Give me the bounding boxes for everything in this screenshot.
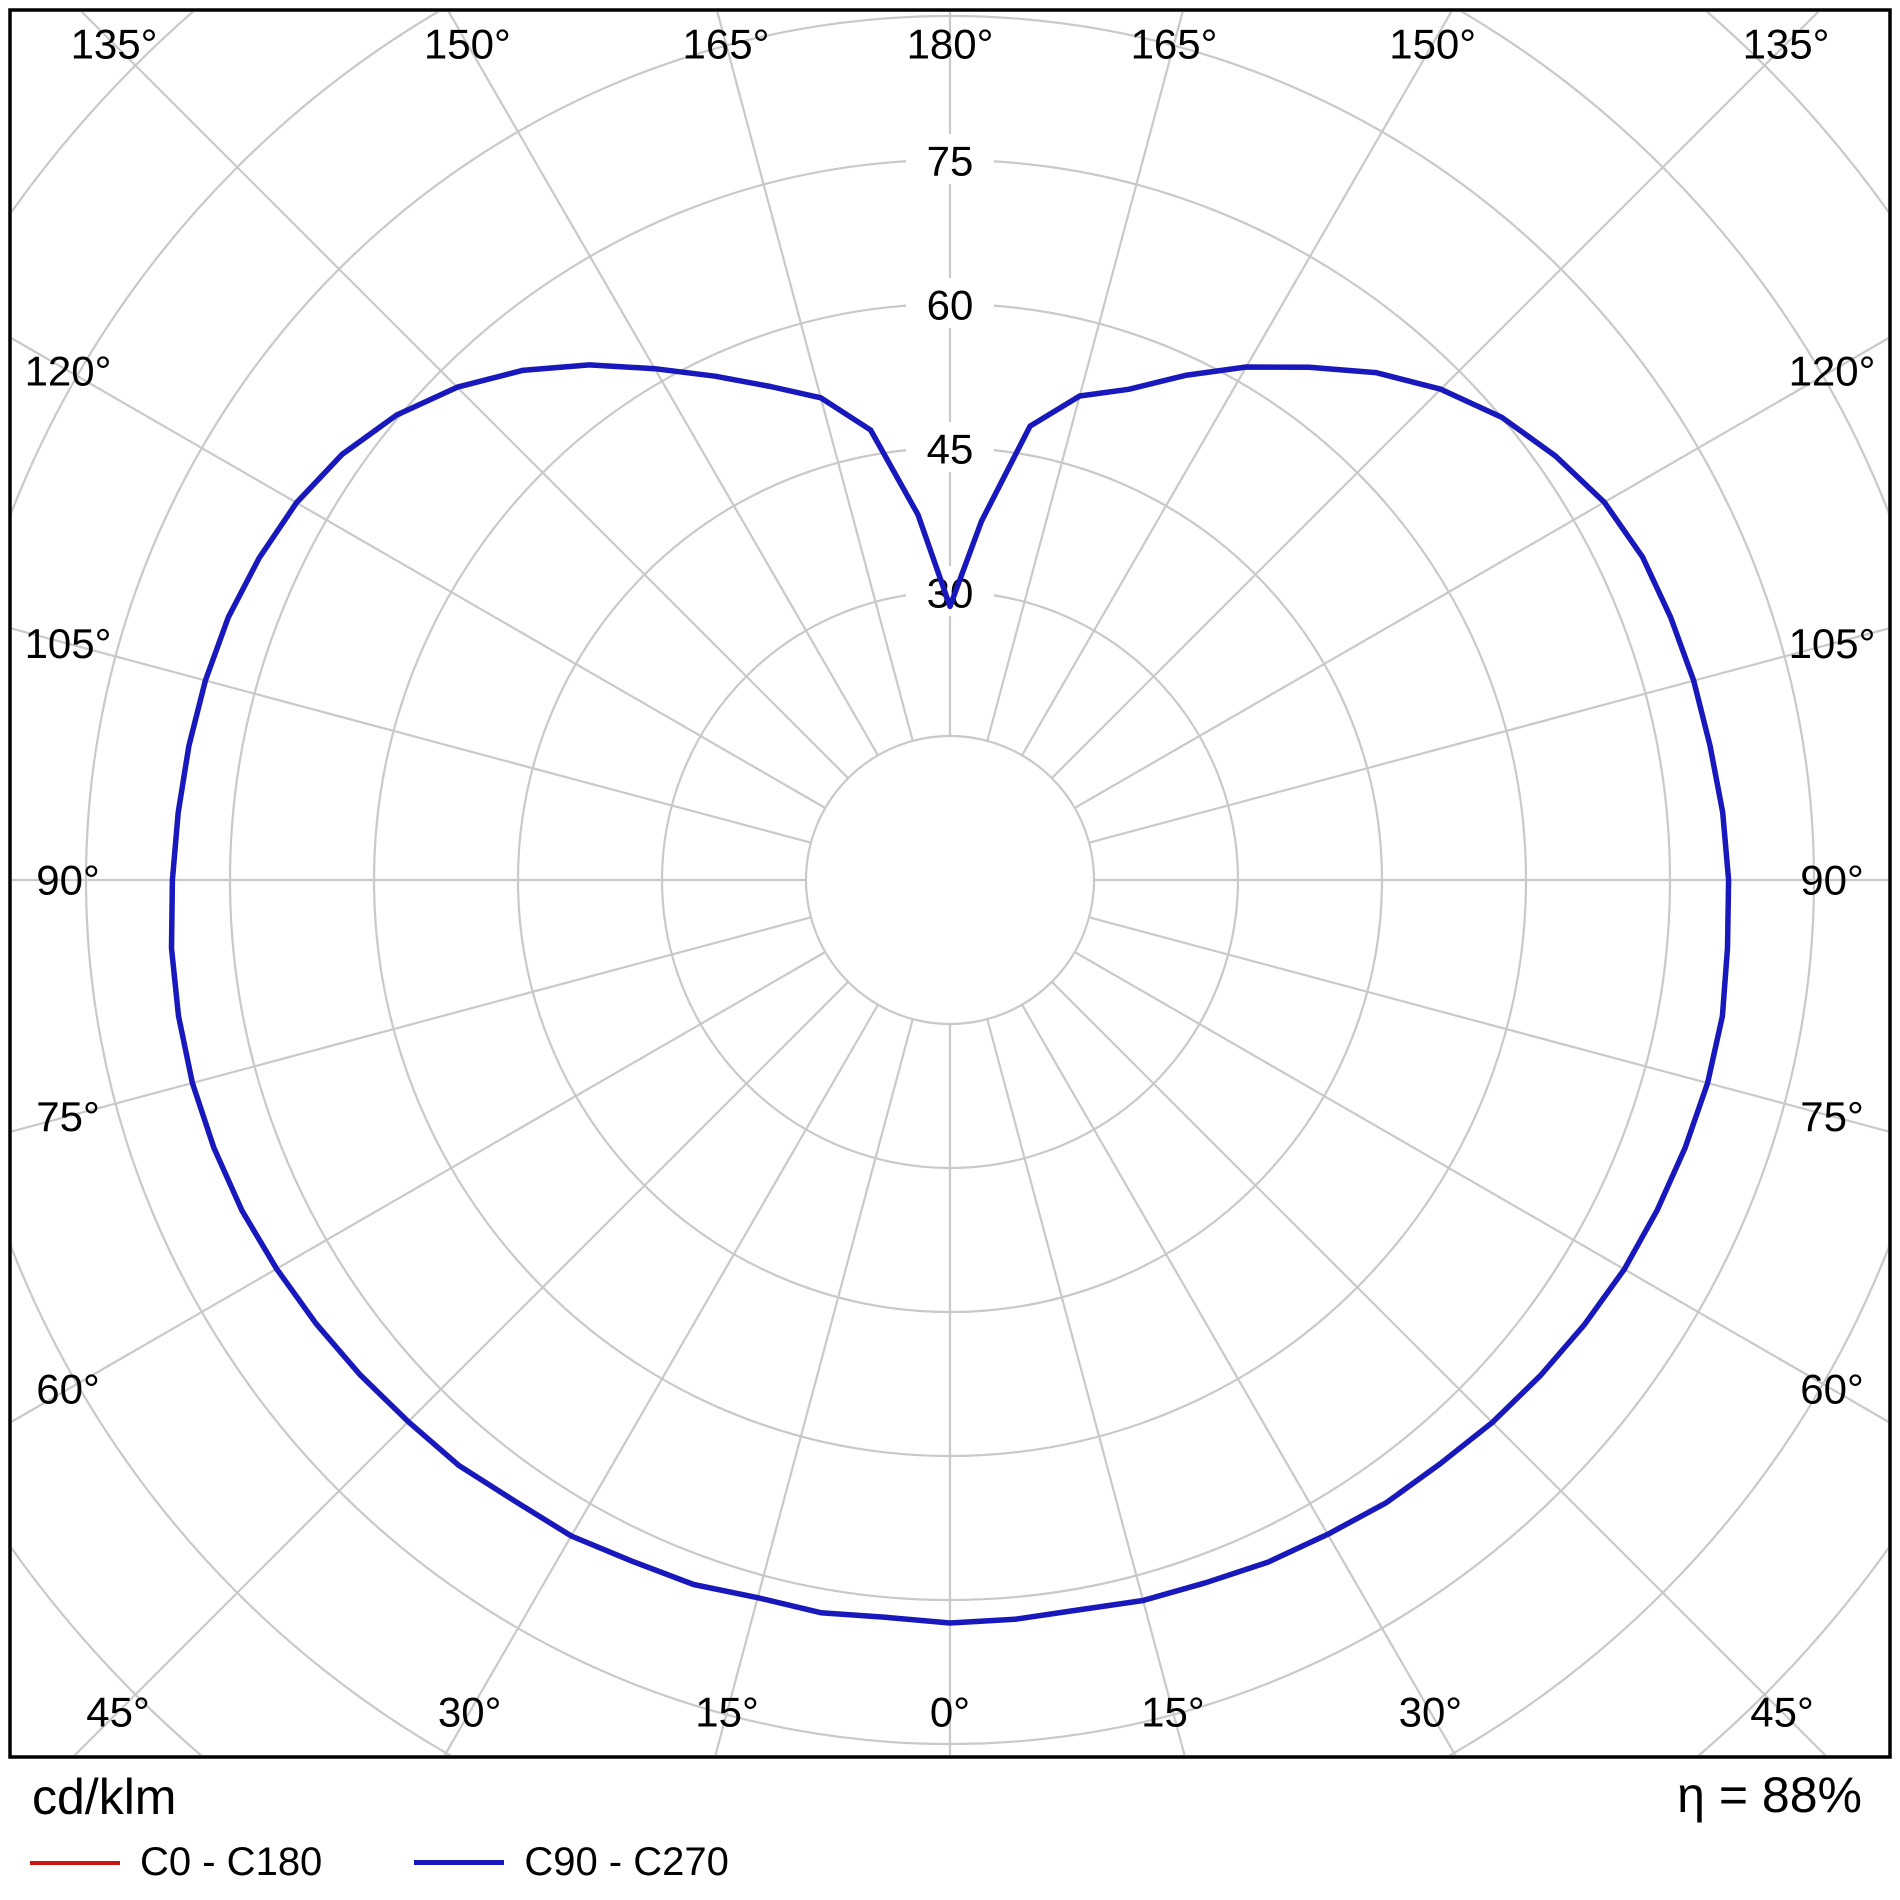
- legend-label-c90-c270: C90 - C270: [524, 1840, 729, 1884]
- grid-spoke: [73, 981, 849, 1755]
- angle-label: 120°: [1789, 347, 1876, 394]
- legend-item-c90-c270: C90 - C270: [414, 1840, 729, 1885]
- radial-tick-label-bg: [906, 134, 994, 184]
- radial-tick-label-bg: [906, 278, 994, 328]
- grid-spoke: [12, 337, 826, 809]
- grid-spoke: [986, 12, 1184, 742]
- angle-label: 150°: [1389, 21, 1476, 68]
- grid-spoke: [1021, 12, 1453, 756]
- radial-tick-label: 75: [927, 138, 974, 185]
- angle-label: 180°: [907, 21, 994, 68]
- grid-spoke: [1074, 951, 1888, 1423]
- curve-c90-c270: [168, 362, 1732, 1626]
- angle-label: 15°: [695, 1689, 759, 1736]
- angle-label: 105°: [1789, 620, 1876, 667]
- legend-item-c0-c180: C0 - C180: [30, 1840, 322, 1885]
- grid-spoke: [986, 1018, 1186, 1755]
- grid-spoke: [447, 12, 879, 756]
- legend: C0 - C180 C90 - C270: [30, 1840, 729, 1885]
- intensity-curves: [168, 362, 1732, 1626]
- grid-spoke: [714, 1018, 914, 1755]
- legend-swatch-blue-line: [414, 1860, 505, 1865]
- grid-spoke: [1021, 1004, 1457, 1755]
- angle-label: 60°: [1800, 1366, 1864, 1413]
- grid-spoke: [1088, 916, 1888, 1133]
- grid-spoke: [80, 12, 849, 779]
- legend-label-c0-c180: C0 - C180: [140, 1840, 323, 1884]
- grid-spoke: [1051, 981, 1827, 1755]
- angle-label: 15°: [1141, 1689, 1205, 1736]
- angle-label: 135°: [1743, 21, 1830, 68]
- plot-border: [8, 8, 1892, 1759]
- legend-swatch-red-line: [30, 1860, 120, 1865]
- grid-circle: [804, 734, 1096, 1026]
- angle-label: 90°: [1800, 857, 1864, 904]
- angle-label: 150°: [424, 21, 511, 68]
- radial-tick-label: 30: [927, 570, 974, 617]
- angle-label: 0°: [930, 1689, 970, 1736]
- angle-label: 30°: [438, 1689, 502, 1736]
- grid-spoke: [443, 1004, 879, 1755]
- radial-tick-label: 45: [927, 426, 974, 473]
- grid-spoke: [1051, 12, 1820, 779]
- angle-label: 45°: [86, 1689, 150, 1736]
- angle-label: 30°: [1399, 1689, 1463, 1736]
- grid-spoke: [12, 951, 826, 1423]
- angle-label: 60°: [36, 1366, 100, 1413]
- efficiency-value: η = 88%: [1677, 1767, 1862, 1823]
- angle-label: 75°: [36, 1093, 100, 1140]
- grid-spoke: [1074, 337, 1888, 809]
- grid-spoke: [12, 916, 812, 1133]
- units-label: cd/klm: [32, 1769, 177, 1825]
- angle-label: 105°: [25, 620, 112, 667]
- angle-label: 165°: [1131, 21, 1218, 68]
- angle-label: 165°: [683, 21, 770, 68]
- grid-spoke: [1088, 627, 1888, 844]
- angle-label: 120°: [25, 347, 112, 394]
- radial-tick-label: 60: [927, 282, 974, 329]
- grid-spoke: [12, 627, 812, 844]
- radial-tick-label-bg: [906, 422, 994, 472]
- angle-label: 45°: [1750, 1689, 1814, 1736]
- radial-tick-labels: 30 45 60 75: [906, 134, 994, 617]
- angle-label: 75°: [1800, 1093, 1864, 1140]
- grid-spoke: [716, 12, 914, 742]
- angle-label: 90°: [36, 857, 100, 904]
- angle-labels: 0° 15° 15° 30° 30° 45° 45° 60° 60° 75° 75° 90° 90° 10…: [25, 21, 1876, 1736]
- angle-label: 135°: [71, 21, 158, 68]
